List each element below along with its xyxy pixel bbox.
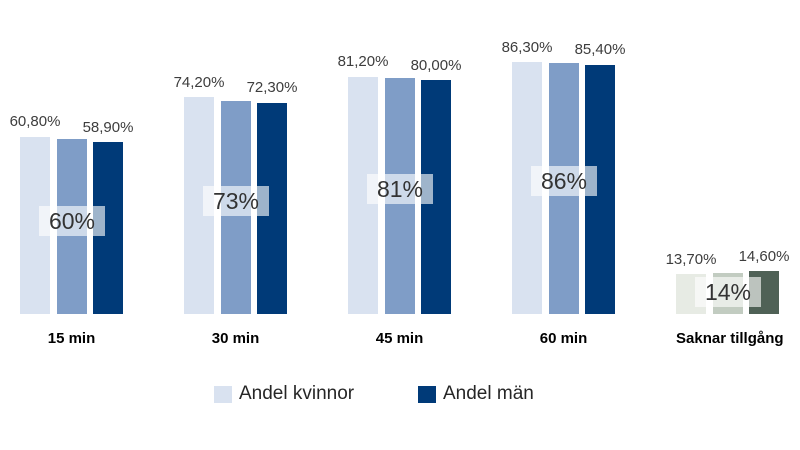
legend-label: Andel män xyxy=(443,383,534,404)
plot-area: 60,80% 58,90% 60% 74,20% 72,30% 73% 81,20% 80,0… xyxy=(10,0,789,314)
legend-swatch xyxy=(418,385,436,403)
bar-value-label: 80,00% xyxy=(410,56,462,74)
bar-value-label: 14,60% xyxy=(738,247,790,265)
group-total-label: 81% xyxy=(367,173,433,204)
bar-value-label: 58,90% xyxy=(82,118,134,136)
bar-group: 74,20% 72,30% 73% xyxy=(174,0,297,314)
group-total-label: 60% xyxy=(39,206,105,237)
bar-value-label: 13,70% xyxy=(665,250,717,268)
bar-group: 86,30% 85,40% 86% xyxy=(502,0,625,314)
category-label: Saknar tillgång xyxy=(676,330,784,347)
category-label: 60 min xyxy=(539,330,588,347)
group-total-label: 14% xyxy=(695,277,761,308)
bar-value-label: 85,40% xyxy=(574,41,626,59)
legend-label: Andel kvinnor xyxy=(239,383,355,404)
group-total-label: 73% xyxy=(203,186,269,216)
group-total-label: 86% xyxy=(531,165,597,196)
bar-group: 81,20% 80,00% 81% xyxy=(338,0,461,314)
bar-value-label: 81,20% xyxy=(337,53,389,71)
legend-item-kvinnor: Andel kvinnor xyxy=(214,383,354,405)
bar-value-label: 72,30% xyxy=(246,79,298,97)
legend-item-man: Andel män xyxy=(418,383,534,405)
bar-value-label: 74,20% xyxy=(173,73,225,91)
bar-value-label: 86,30% xyxy=(501,38,553,56)
bar-group: 13,70% 14,60% 14% xyxy=(666,0,789,314)
category-label: 15 min xyxy=(47,330,96,347)
legend-swatch xyxy=(214,385,232,403)
category-label: 30 min xyxy=(211,330,260,347)
bar-group: 60,80% 58,90% 60% xyxy=(10,0,133,314)
bar-value-label: 60,80% xyxy=(9,113,61,130)
category-label: 45 min xyxy=(375,330,424,347)
